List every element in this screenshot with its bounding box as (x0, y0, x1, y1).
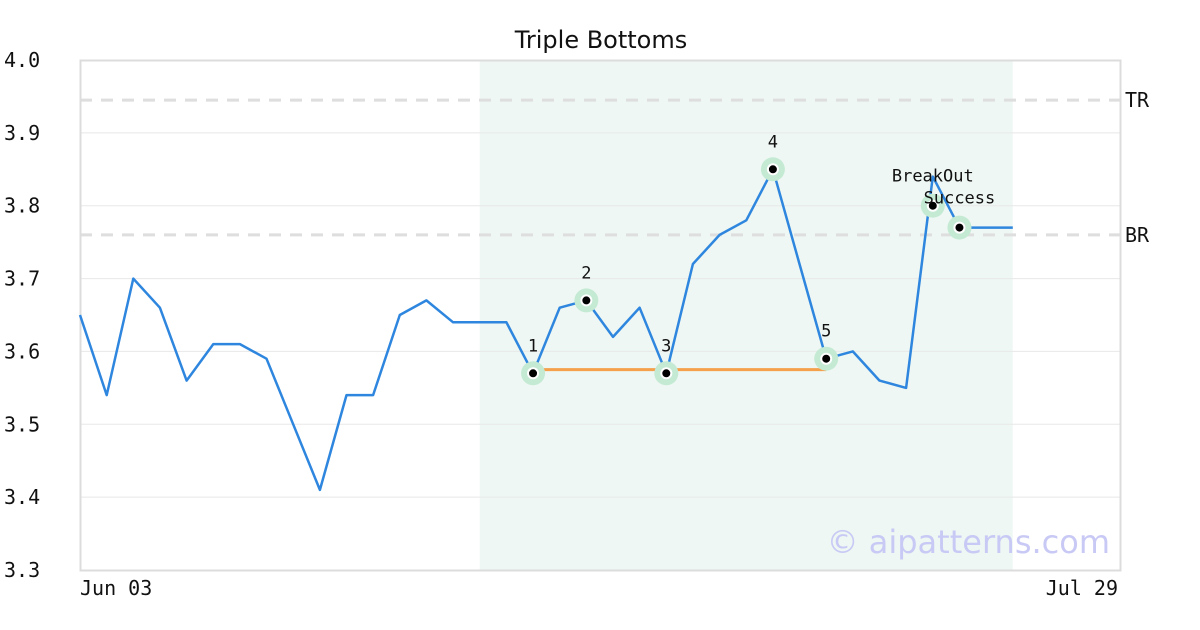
pattern-region-layer (479, 60, 1013, 570)
x-tick-label: Jun 03 (80, 576, 152, 600)
reference-line-label: BR (1125, 223, 1150, 247)
pattern-point-label: 2 (581, 263, 591, 283)
annotation-marker (953, 221, 966, 234)
series-layer (78, 168, 1013, 492)
pattern-point-label: 1 (528, 336, 538, 356)
y-tick-label: 4.0 (4, 48, 40, 72)
pattern-region (479, 60, 1013, 570)
annotation-label: BreakOut (892, 167, 974, 187)
chart-title: Triple Bottoms (514, 26, 688, 54)
pattern-point-label: 3 (661, 336, 671, 356)
pattern-point-marker (527, 367, 540, 380)
pattern-point-marker (660, 367, 673, 380)
y-tick-label: 3.3 (4, 558, 40, 582)
axis-labels-layer: 3.3 3.4 3.5 3.6 3.7 3.8 3.9 4.0 Jun 03 Jul 29 (4, 48, 1118, 600)
pattern-point-label: 5 (821, 322, 831, 342)
pattern-point-label: 4 (768, 132, 778, 152)
reference-lines-layer: TR BR (80, 88, 1150, 247)
pattern-point-marker (820, 352, 833, 365)
y-tick-label: 3.8 (4, 194, 40, 218)
y-tick-label: 3.5 (4, 412, 40, 436)
reference-line-label: TR (1125, 88, 1150, 112)
pattern-point-marker (580, 294, 593, 307)
annotation-marker (926, 199, 939, 212)
y-tick-label: 3.9 (4, 121, 40, 145)
pattern-points-layer: 1 2 3 4 5 (521, 132, 839, 386)
y-tick-label: 3.6 (4, 339, 40, 363)
y-tick-label: 3.7 (4, 267, 40, 291)
pattern-point-marker (766, 163, 779, 176)
watermark: © aipatterns.com (827, 523, 1110, 561)
x-tick-label: Jul 29 (1046, 576, 1118, 600)
y-tick-label: 3.4 (4, 485, 40, 509)
price-series-line (78, 168, 1013, 492)
annotation-label: Success (924, 189, 996, 209)
